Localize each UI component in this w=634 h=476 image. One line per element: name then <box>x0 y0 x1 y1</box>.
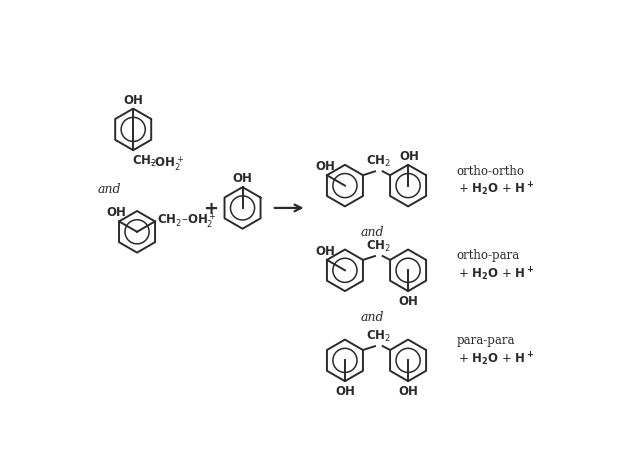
Text: and: and <box>98 182 121 195</box>
Text: CH$_2$–OH$_2^+$: CH$_2$–OH$_2^+$ <box>157 211 217 230</box>
Text: OH: OH <box>398 385 418 397</box>
Text: para-para: para-para <box>456 333 515 347</box>
Text: + $\mathbf{H_2O}$ + $\mathbf{H^+}$: + $\mathbf{H_2O}$ + $\mathbf{H^+}$ <box>458 180 534 198</box>
Text: OH: OH <box>123 93 143 106</box>
Text: and: and <box>360 310 384 323</box>
Text: OH: OH <box>398 295 418 307</box>
Text: CH$_2$: CH$_2$ <box>132 154 157 169</box>
Text: CH$_2$: CH$_2$ <box>366 238 391 253</box>
Text: ortho-para: ortho-para <box>456 249 520 262</box>
Text: + $\mathbf{H_2O}$ + $\mathbf{H^+}$: + $\mathbf{H_2O}$ + $\mathbf{H^+}$ <box>458 350 534 367</box>
Text: CH$_2$: CH$_2$ <box>366 328 391 343</box>
Text: OH: OH <box>399 149 420 162</box>
Text: –OH$_2^+$: –OH$_2^+$ <box>148 154 184 173</box>
Text: +: + <box>203 199 217 218</box>
Text: and: and <box>360 226 384 239</box>
Text: CH$_2$: CH$_2$ <box>366 154 391 169</box>
Text: OH: OH <box>106 206 126 219</box>
Text: OH: OH <box>316 160 335 173</box>
Text: ortho-ortho: ortho-ortho <box>456 164 524 178</box>
Text: OH: OH <box>335 385 355 397</box>
Text: OH: OH <box>233 172 252 185</box>
Text: OH: OH <box>316 244 335 258</box>
Text: + $\mathbf{H_2O}$ + $\mathbf{H^+}$: + $\mathbf{H_2O}$ + $\mathbf{H^+}$ <box>458 265 534 282</box>
